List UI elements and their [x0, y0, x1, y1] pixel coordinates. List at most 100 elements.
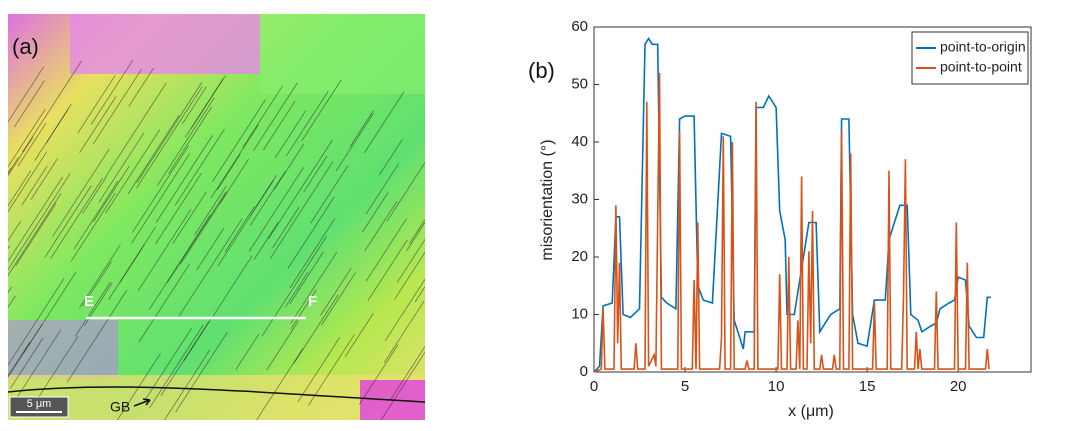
- grain-boundary: [8, 206, 9, 207]
- grain-boundary: [105, 129, 161, 214]
- grain-boundary: [34, 103, 72, 161]
- panel-label: (a): [12, 34, 39, 59]
- grain-boundary: [13, 80, 45, 128]
- grain-boundary: [8, 193, 62, 277]
- grain-boundary: [8, 151, 48, 213]
- grain-boundary: [155, 135, 213, 223]
- map-region: [260, 14, 425, 94]
- grain-boundary: [70, 192, 116, 262]
- grain-boundary-line: [8, 386, 425, 403]
- grain-boundary: [119, 244, 145, 284]
- map-region: [8, 320, 118, 380]
- grain-boundary: [290, 251, 338, 325]
- series-line: [593, 36, 991, 373]
- grain-boundary: [9, 329, 62, 409]
- grain-boundary: [131, 153, 190, 244]
- grain-boundary: [144, 328, 192, 402]
- grain-boundary: [8, 220, 22, 242]
- grain-boundary: [344, 312, 374, 358]
- grain-boundary: [8, 278, 65, 366]
- x-tick-label: 20: [950, 378, 967, 395]
- grain-boundary: [216, 154, 241, 191]
- grain-boundary: [8, 295, 16, 308]
- grain-boundary: [365, 218, 408, 282]
- y-tick-label: 50: [571, 75, 588, 92]
- grain-boundary: [180, 192, 227, 265]
- grain-boundary: [8, 156, 19, 175]
- gb-arrow: [133, 398, 151, 407]
- panel-label: (b): [528, 58, 555, 83]
- grain-boundary: [310, 165, 349, 224]
- grain-boundary: [289, 251, 324, 305]
- grain-boundary: [272, 207, 300, 248]
- grain-boundary: [66, 289, 128, 383]
- grain-boundary: [210, 124, 259, 199]
- grain-boundary: [93, 68, 143, 144]
- grain-boundary: [361, 192, 389, 233]
- grain-boundary: [409, 218, 425, 244]
- grain-boundary: [212, 255, 253, 317]
- grain-boundary: [168, 106, 212, 175]
- grain-boundary: [137, 209, 192, 292]
- x-tick-label: 10: [768, 378, 785, 395]
- grain-boundary: [242, 85, 283, 148]
- grain-boundary: [128, 68, 154, 107]
- grain-boundary: [303, 155, 328, 193]
- start-label: E: [84, 293, 94, 310]
- grain-boundary: [116, 352, 161, 420]
- grain-boundary: [250, 175, 277, 216]
- grain-boundary: [394, 251, 425, 300]
- grain-boundary: [383, 300, 425, 364]
- grain-boundary: [349, 110, 374, 148]
- grain-boundary: [149, 324, 204, 409]
- grain-boundary: [22, 60, 82, 153]
- y-tick-label: 60: [571, 18, 588, 35]
- grain-boundary: [15, 203, 57, 266]
- grain-boundary: [359, 344, 399, 405]
- grain-boundary: [30, 158, 58, 200]
- grain-boundary: [8, 66, 45, 123]
- grain-boundary: [105, 82, 167, 178]
- grain-boundary: [269, 161, 334, 259]
- grain-boundary: [289, 217, 336, 289]
- grain-boundary: [256, 348, 304, 420]
- grain-boundary: [21, 165, 48, 206]
- grain-boundary: [164, 349, 211, 420]
- grain-boundary: [74, 281, 111, 337]
- grain-boundary: [273, 144, 304, 191]
- grain-boundary: [274, 110, 307, 159]
- grain-boundary: [22, 271, 77, 354]
- grain-boundary: [174, 128, 225, 206]
- grain-boundary: [50, 177, 104, 259]
- grain-boundary: [8, 108, 46, 168]
- grain-boundary: [267, 139, 333, 240]
- y-tick-label: 0: [580, 363, 588, 380]
- grain-boundary: [136, 86, 203, 189]
- grain-boundary: [284, 271, 309, 308]
- grain-boundary: [321, 272, 357, 326]
- grain-boundary: [166, 191, 227, 283]
- grain-boundaries: [8, 59, 425, 420]
- x-axis-label: x (μm): [788, 403, 834, 420]
- grain-boundary: [8, 173, 71, 271]
- grain-boundary: [263, 100, 296, 151]
- ebsd-map: [8, 14, 425, 420]
- grain-boundary: [148, 214, 211, 310]
- end-label: F: [308, 293, 317, 310]
- x-tick-label: 0: [590, 378, 598, 395]
- y-tick-label: 30: [571, 190, 588, 207]
- x-tick-label: 15: [859, 378, 876, 395]
- grain-boundary: [181, 86, 207, 125]
- grain-boundary: [10, 337, 44, 389]
- grain-boundary: [293, 294, 339, 364]
- grain-boundary: [44, 185, 92, 258]
- grain-boundary: [138, 264, 190, 343]
- grain-boundary: [235, 333, 260, 370]
- grain-boundary: [380, 351, 425, 420]
- grain-boundary: [184, 79, 224, 138]
- grain-boundary: [194, 185, 227, 236]
- grain-boundary: [301, 79, 342, 142]
- grain-boundary: [52, 148, 110, 237]
- series-line: [593, 72, 990, 373]
